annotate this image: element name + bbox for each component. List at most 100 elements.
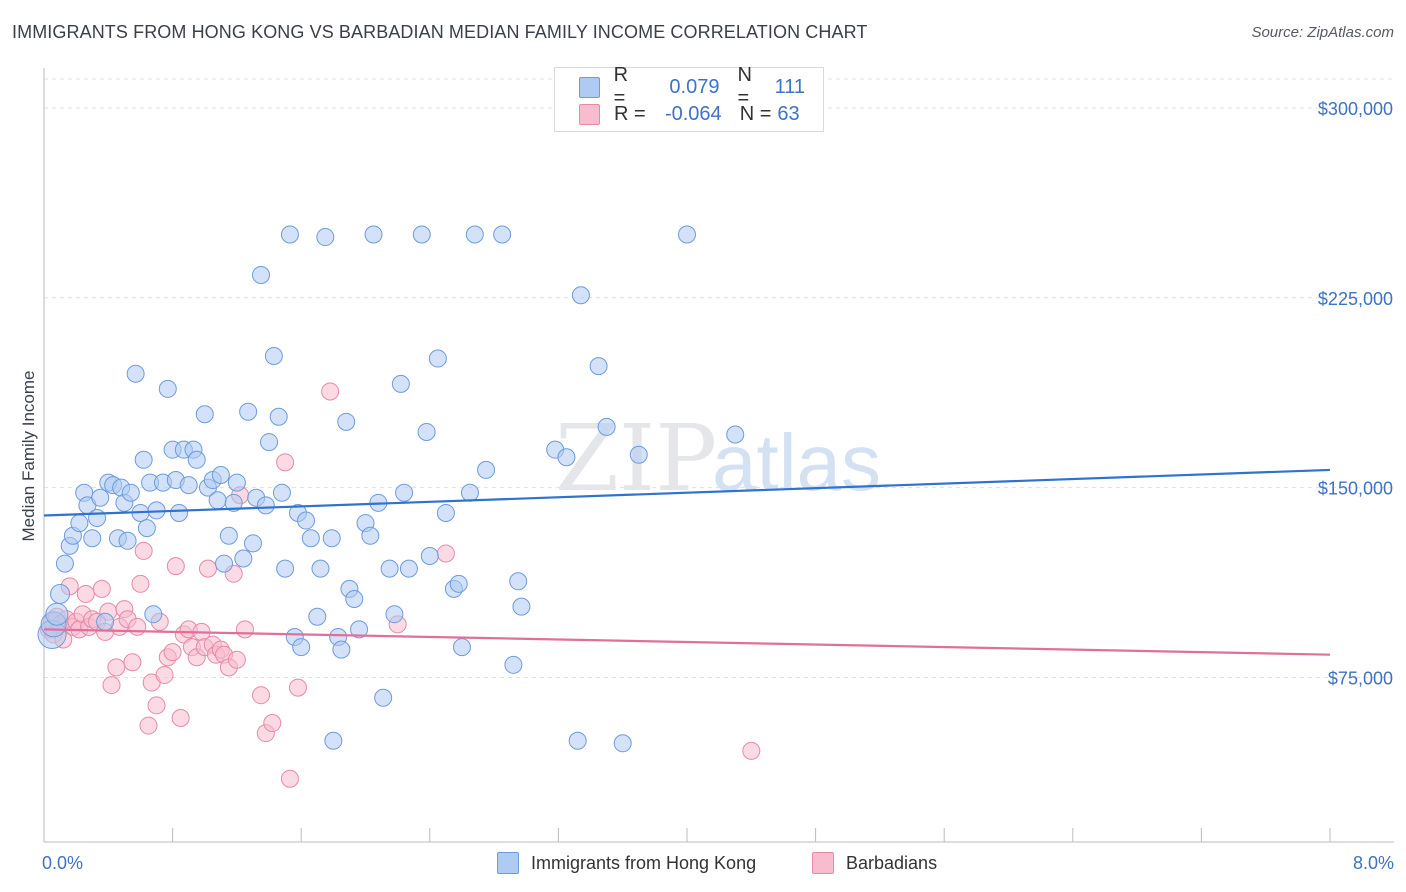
y-tick-label: $150,000 xyxy=(1318,479,1393,499)
chart-title: IMMIGRANTS FROM HONG KONG VS BARBADIAN M… xyxy=(12,22,868,42)
hong-kong-point xyxy=(170,503,189,522)
hong-kong-point xyxy=(332,640,351,659)
y-tick-label: $300,000 xyxy=(1318,99,1393,119)
hong-kong-point xyxy=(395,483,414,502)
hong-kong-point xyxy=(571,286,590,305)
x-tick-label-min: 0.0% xyxy=(42,853,83,873)
hong-kong-point xyxy=(589,357,608,376)
hong-kong-point xyxy=(187,450,206,469)
hong-kong-point xyxy=(557,448,576,467)
hong-kong-point xyxy=(276,559,295,578)
legend-n-value: 111 xyxy=(774,75,805,98)
hong-kong-point xyxy=(374,688,393,707)
hong-kong-point xyxy=(256,496,275,515)
barbadians-point xyxy=(155,665,174,684)
hong-kong-point xyxy=(243,534,262,553)
hong-kong-point xyxy=(613,734,632,753)
hong-kong-point xyxy=(678,225,696,244)
barbadians-point xyxy=(436,544,455,563)
barbadians-point xyxy=(321,382,340,401)
hong-kong-point xyxy=(308,607,327,626)
series-label-hong-kong: Immigrants from Hong Kong xyxy=(531,852,757,873)
hong-kong-point xyxy=(224,493,243,512)
legend-n-label: N = xyxy=(737,64,752,109)
barbadians-point xyxy=(128,617,147,636)
legend-r-value: 0.079 xyxy=(669,75,720,98)
hong-kong-point xyxy=(70,514,89,533)
series-label-barbadians: Barbadians xyxy=(846,852,938,873)
hong-kong-point xyxy=(179,476,198,495)
hong-kong-point xyxy=(118,531,137,550)
hong-kong-point xyxy=(96,612,115,631)
hong-kong-point xyxy=(158,379,177,398)
hong-kong-point xyxy=(361,526,380,545)
hong-kong-point xyxy=(316,228,335,247)
barbadians-point xyxy=(76,584,95,603)
hong-kong-point xyxy=(83,529,102,548)
trend-lines xyxy=(43,468,1331,656)
hong-kong-point xyxy=(509,572,528,591)
hong-kong-point xyxy=(436,503,455,522)
hong-kong-point xyxy=(504,655,523,674)
hong-kong-point xyxy=(322,529,341,548)
hong-kong-point xyxy=(195,405,214,424)
barbadians-point xyxy=(134,541,153,560)
hong-kong-point xyxy=(301,529,320,548)
hong-kong-point xyxy=(391,374,410,393)
hong-kong-point xyxy=(311,559,330,578)
hong-kong-point xyxy=(264,347,283,366)
hong-kong-point xyxy=(417,422,436,441)
correlation-legend: R = 0.079 N = 111 R = -0.064 N = 63 xyxy=(554,64,824,132)
hong-kong-point xyxy=(452,638,471,657)
hong-kong-point xyxy=(50,583,71,604)
barbadians-point xyxy=(280,769,299,788)
barbadians-point xyxy=(235,620,254,639)
legend-r-label: R = xyxy=(614,102,646,125)
hong-kong-point xyxy=(272,483,291,502)
legend-r-label: R = xyxy=(613,64,629,109)
hong-kong-point xyxy=(420,546,439,565)
axes xyxy=(43,68,1394,843)
hong-kong-point xyxy=(45,602,69,626)
hong-kong-point xyxy=(726,425,745,444)
hong-kong-point xyxy=(55,554,74,573)
hong-kong-point xyxy=(227,473,246,492)
barbadians-point xyxy=(102,676,121,695)
x-tick-label-max: 8.0% xyxy=(1353,853,1394,873)
legend-r-value: -0.064 xyxy=(664,102,722,125)
hong-kong-point xyxy=(493,225,512,244)
hong-kong-points xyxy=(37,225,745,753)
hong-kong-point xyxy=(345,590,364,609)
hong-kong-point xyxy=(629,445,648,464)
hong-kong-point xyxy=(239,402,258,421)
hong-kong-point xyxy=(385,605,404,624)
hong-kong-point xyxy=(269,407,288,426)
grid-lines xyxy=(44,78,1394,678)
hong-kong-point xyxy=(126,364,145,383)
hong-kong-point xyxy=(337,412,356,431)
hong-kong-point xyxy=(512,597,531,616)
legend-row-barbadians: R = -0.064 N = 63 xyxy=(579,101,818,127)
series-legend-hong-kong[interactable]: Immigrants from Hong Kong xyxy=(497,852,756,874)
hong-kong-point xyxy=(297,511,316,530)
hong-kong-point xyxy=(597,417,616,436)
hong-kong-point xyxy=(91,488,110,507)
hong-kong-point xyxy=(121,483,140,502)
barbadians-point xyxy=(92,579,111,598)
y-axis-label: Median Family Income xyxy=(19,370,38,541)
barbadians-point xyxy=(276,453,295,472)
hong-kong-point xyxy=(324,731,343,750)
legend-n-label: N = xyxy=(739,102,772,125)
hong-kong-point xyxy=(134,450,153,469)
legend-n-value: 63 xyxy=(777,102,800,125)
barbadians-point xyxy=(166,557,185,576)
hong-kong-point xyxy=(208,491,227,510)
barbadians-point xyxy=(288,678,307,697)
hong-kong-point xyxy=(219,526,238,545)
hong-kong-point xyxy=(144,605,163,624)
hong-kong-point xyxy=(477,460,496,479)
series-legend-barbadians[interactable]: Barbadians xyxy=(812,852,937,874)
barbadians-point xyxy=(171,708,190,727)
hong-kong-point xyxy=(364,225,383,244)
